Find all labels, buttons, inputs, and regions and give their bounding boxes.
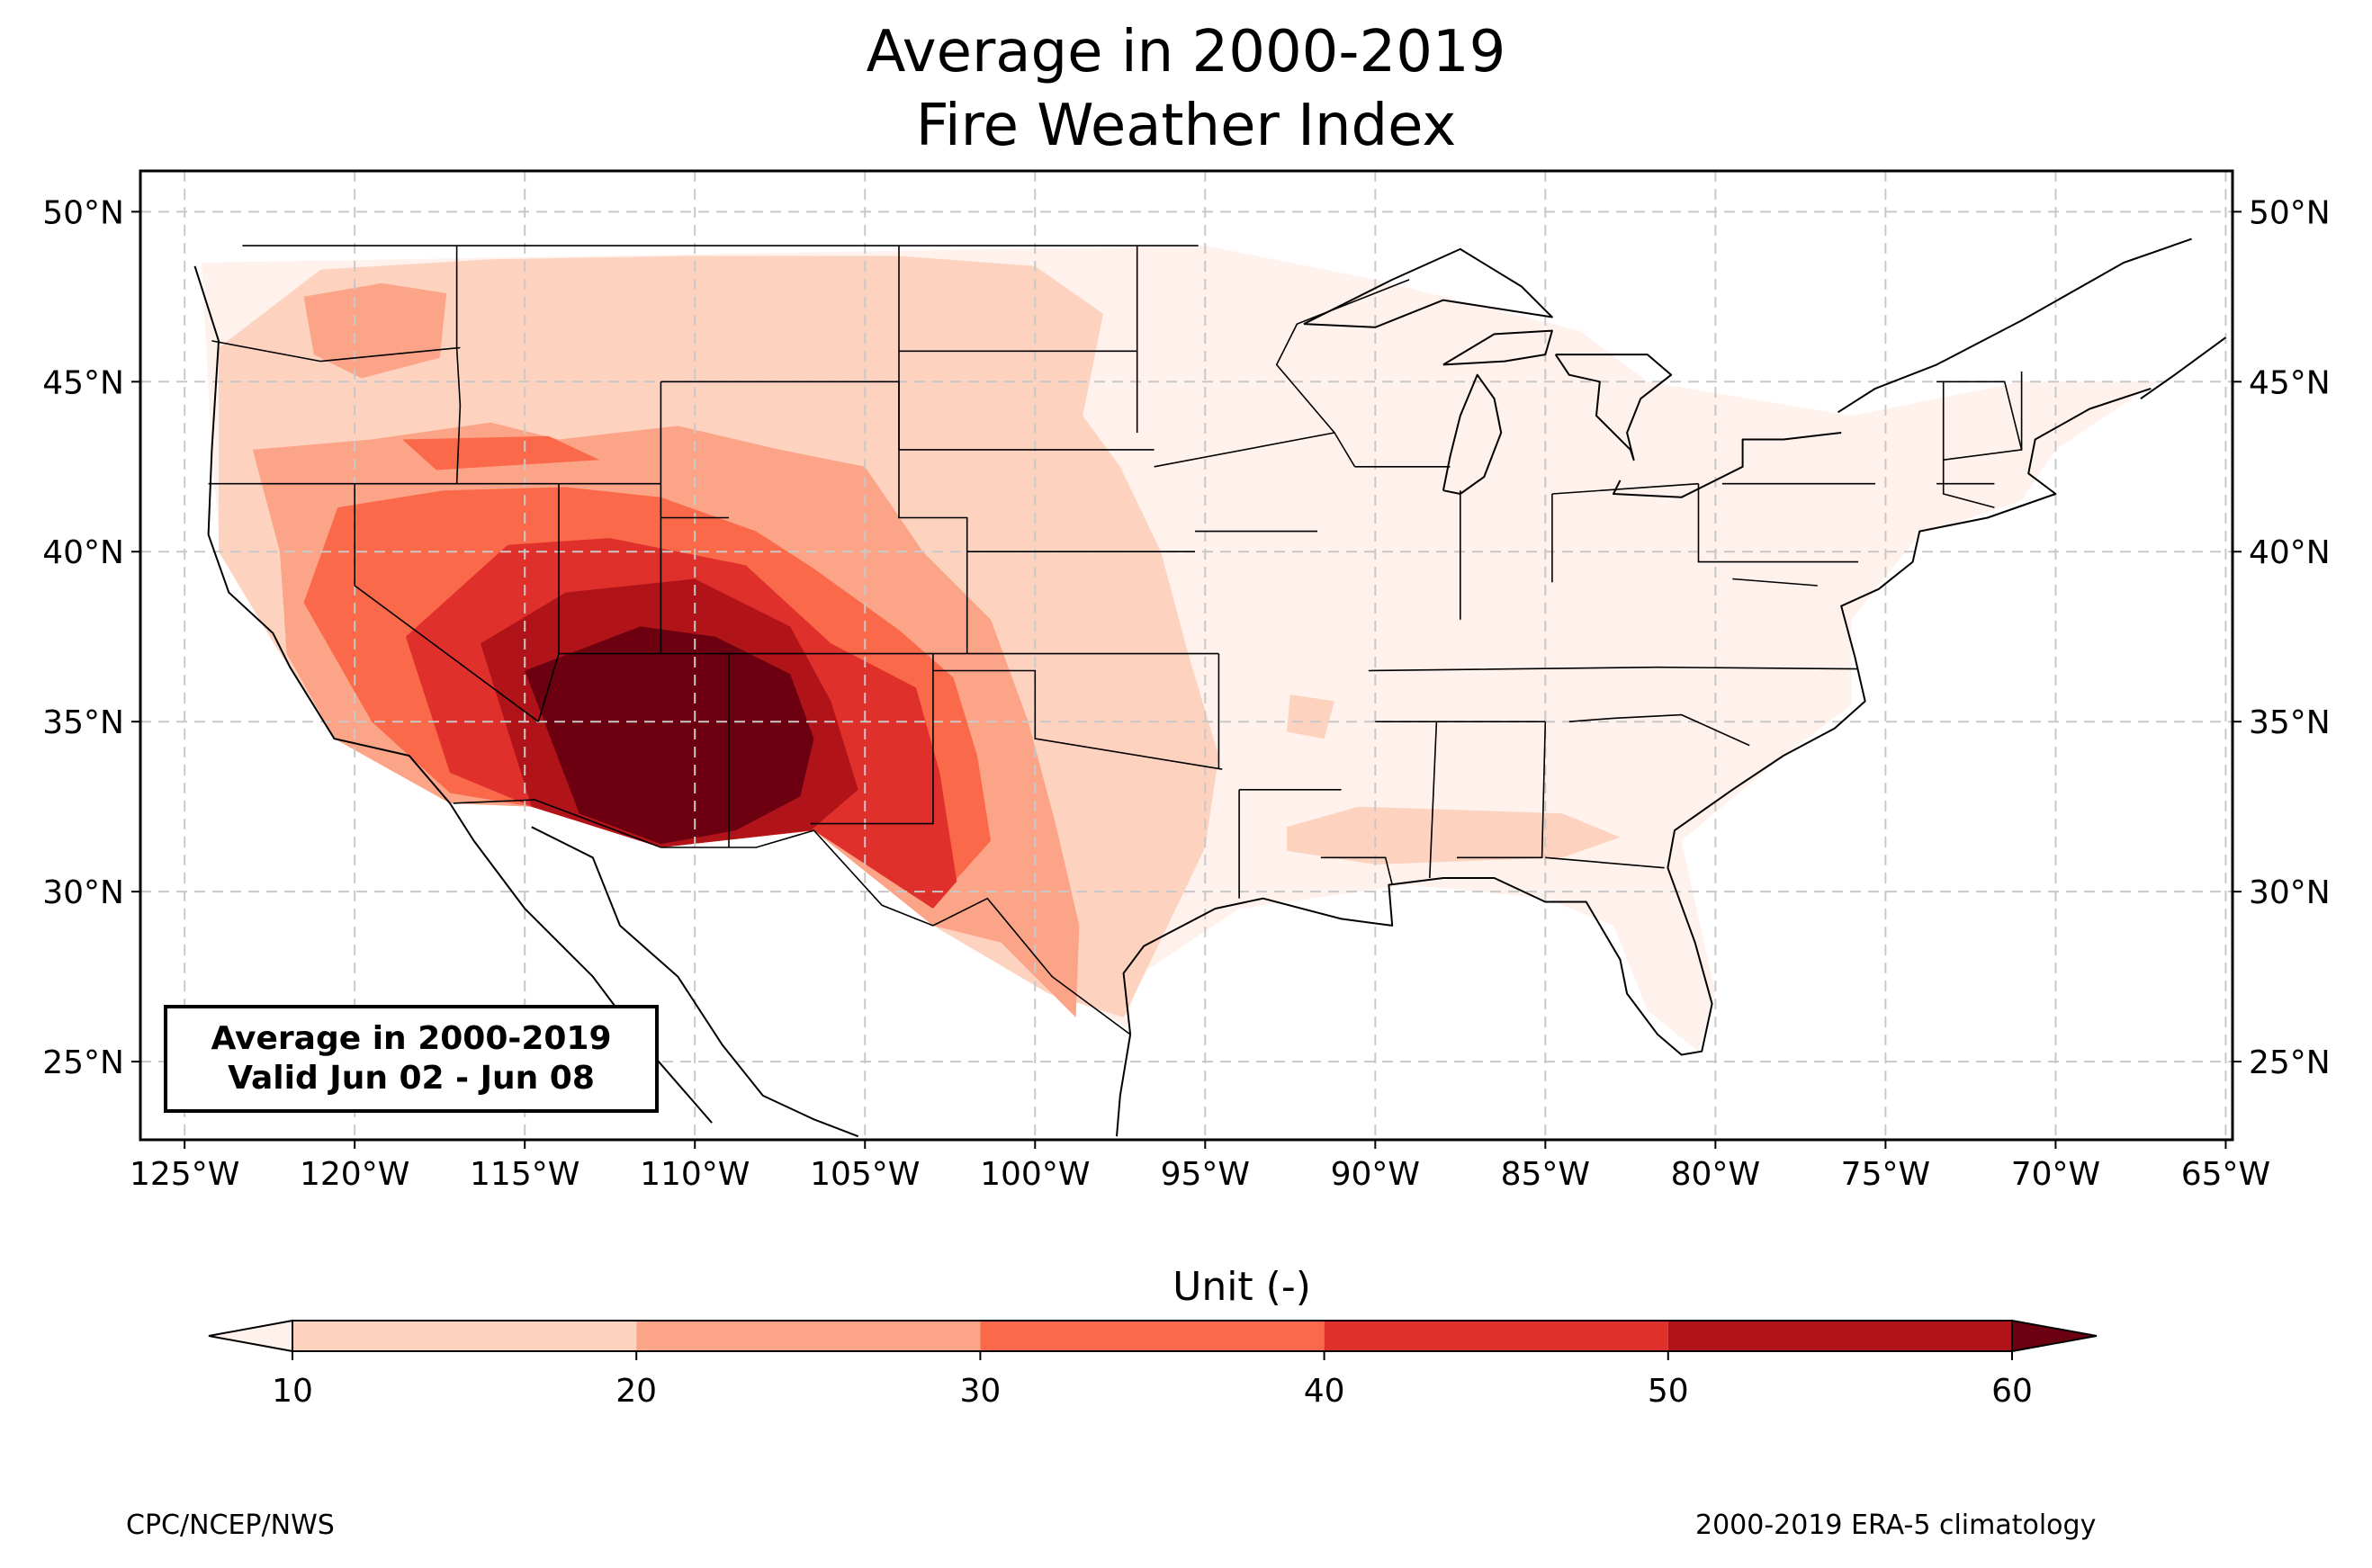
state-border-31 — [1568, 713, 1750, 747]
colorbar-tick-label-1: 20 — [615, 1373, 657, 1410]
colorbar-label: Unit (-) — [1173, 1264, 1311, 1310]
state-border-41 — [1942, 381, 1995, 508]
colorbar-tick-label-0: 10 — [272, 1373, 313, 1410]
state-border-29 — [1457, 721, 1547, 859]
lat-tick-label-right-2: 35°N — [2249, 704, 2331, 741]
coastline-4 — [1613, 432, 1842, 498]
state-border-4 — [354, 483, 539, 722]
fwi-region-level-20-5 — [303, 282, 447, 379]
state-borders — [208, 245, 2023, 1035]
latitude-ticks: 25°N 25°N 30°N 30°N 35°N 35°N 40°N 40°N 45°N 45°N… — [42, 194, 2331, 1081]
lon-tick-label-10: 75°W — [1841, 1156, 1930, 1193]
state-border-28 — [1429, 721, 1438, 879]
longitude-ticks: 125°W 120°W 115°W 110°W 105°W 100°W 95°W 90°W 85… — [130, 1140, 2270, 1193]
state-border-21 — [1275, 279, 1410, 434]
colorbar-tick-label-4: 50 — [1648, 1373, 1689, 1410]
colorbar-outline — [292, 1320, 2013, 1352]
fwi-region-level-10-2 — [1287, 806, 1621, 865]
lat-tick-label-left-0: 25°N — [42, 1044, 124, 1081]
colorbar-segment-4 — [1667, 1321, 2012, 1351]
lon-tick-label-8: 85°W — [1501, 1156, 1590, 1193]
colorbar-tick-label-2: 30 — [959, 1373, 1001, 1410]
map-frame — [139, 169, 2234, 1142]
colorbar-tick-label-5: 60 — [1991, 1373, 2033, 1410]
lat-tick-label-right-0: 25°N — [2249, 1044, 2331, 1081]
coastline-3 — [1116, 1034, 1132, 1137]
state-border-36 — [1551, 482, 1699, 495]
fwi-contour-fills — [202, 246, 2158, 1052]
colorbar-tick-label-3: 40 — [1304, 1373, 1345, 1410]
state-border-27 — [1320, 856, 1393, 885]
colorbar-segment-3 — [1324, 1321, 1668, 1351]
lat-tick-label-left-3: 40°N — [42, 534, 124, 571]
fwi-region-level-10-3 — [1287, 694, 1334, 739]
fwi-region-level-60-10 — [525, 626, 814, 845]
state-border-2 — [211, 340, 461, 363]
map-title-line2: Fire Weather Index — [915, 93, 1457, 159]
lon-tick-label-3: 110°W — [640, 1156, 750, 1193]
coastline-9 — [1837, 237, 2192, 414]
coastlines — [193, 237, 2226, 1138]
colorbar: 10 20 30 40 50 60 — [208, 1319, 2098, 1410]
valid-period-box: Average in 2000-2019 Valid Jun 02 - Jun … — [164, 1005, 659, 1113]
coastline-0 — [193, 265, 713, 1124]
lon-tick-label-4: 105°W — [810, 1156, 920, 1193]
lat-tick-label-left-2: 35°N — [42, 704, 124, 741]
state-border-30 — [1545, 856, 1665, 869]
state-border-17 — [810, 653, 934, 825]
national-border-0 — [453, 799, 1131, 1035]
lon-tick-label-9: 80°W — [1671, 1156, 1760, 1193]
credit-left: CPC/NCEP/NWS — [126, 1510, 335, 1541]
lat-tick-label-right-3: 40°N — [2249, 534, 2331, 571]
lon-tick-label-1: 120°W — [300, 1156, 409, 1193]
lat-tick-label-right-5: 50°N — [2249, 194, 2331, 231]
state-border-12 — [660, 381, 900, 450]
inset-line1: Average in 2000-2019 — [211, 1020, 612, 1057]
coastline-10 — [2140, 336, 2226, 400]
map-title-line1: Average in 2000-2019 — [866, 19, 1506, 85]
coastline-2 — [1122, 387, 2152, 1056]
coastline-5 — [1442, 373, 1503, 495]
lon-tick-label-2: 115°W — [470, 1156, 580, 1193]
state-border-32 — [1368, 666, 1859, 672]
lon-tick-label-7: 90°W — [1331, 1156, 1420, 1193]
lat-tick-label-left-5: 50°N — [42, 194, 124, 231]
colorbar-segment-2 — [980, 1321, 1325, 1351]
state-border-40 — [1936, 381, 2023, 461]
state-border-39 — [1732, 578, 1818, 587]
coastline-7 — [1303, 247, 1553, 328]
lat-tick-label-right-4: 45°N — [2249, 364, 2331, 401]
coastline-1 — [531, 826, 859, 1138]
lon-tick-label-6: 95°W — [1161, 1156, 1250, 1193]
state-border-18 — [932, 669, 1223, 770]
state-border-5 — [455, 347, 462, 484]
colorbar-segment-0 — [292, 1321, 637, 1351]
fwi-region-level-30-7 — [402, 435, 600, 470]
colorbar-over-arrow — [2011, 1319, 2098, 1353]
lon-tick-label-11: 70°W — [2011, 1156, 2100, 1193]
lon-tick-label-0: 125°W — [130, 1156, 239, 1193]
lon-tick-label-12: 65°W — [2181, 1156, 2270, 1193]
lat-tick-label-left-1: 30°N — [42, 874, 124, 911]
inset-line2: Valid Jun 02 - Jun 08 — [228, 1060, 595, 1097]
coastline-8 — [1554, 354, 1673, 461]
lon-tick-label-5: 100°W — [980, 1156, 1090, 1193]
lat-tick-label-right-1: 30°N — [2249, 874, 2331, 911]
lat-tick-label-left-4: 45°N — [42, 364, 124, 401]
credit-right: 2000-2019 ERA-5 climatology — [1695, 1510, 2097, 1541]
coastline-6 — [1442, 329, 1553, 366]
colorbar-segment-1 — [636, 1321, 981, 1351]
colorbar-under-arrow — [208, 1319, 293, 1353]
state-border-37 — [1697, 483, 1859, 563]
